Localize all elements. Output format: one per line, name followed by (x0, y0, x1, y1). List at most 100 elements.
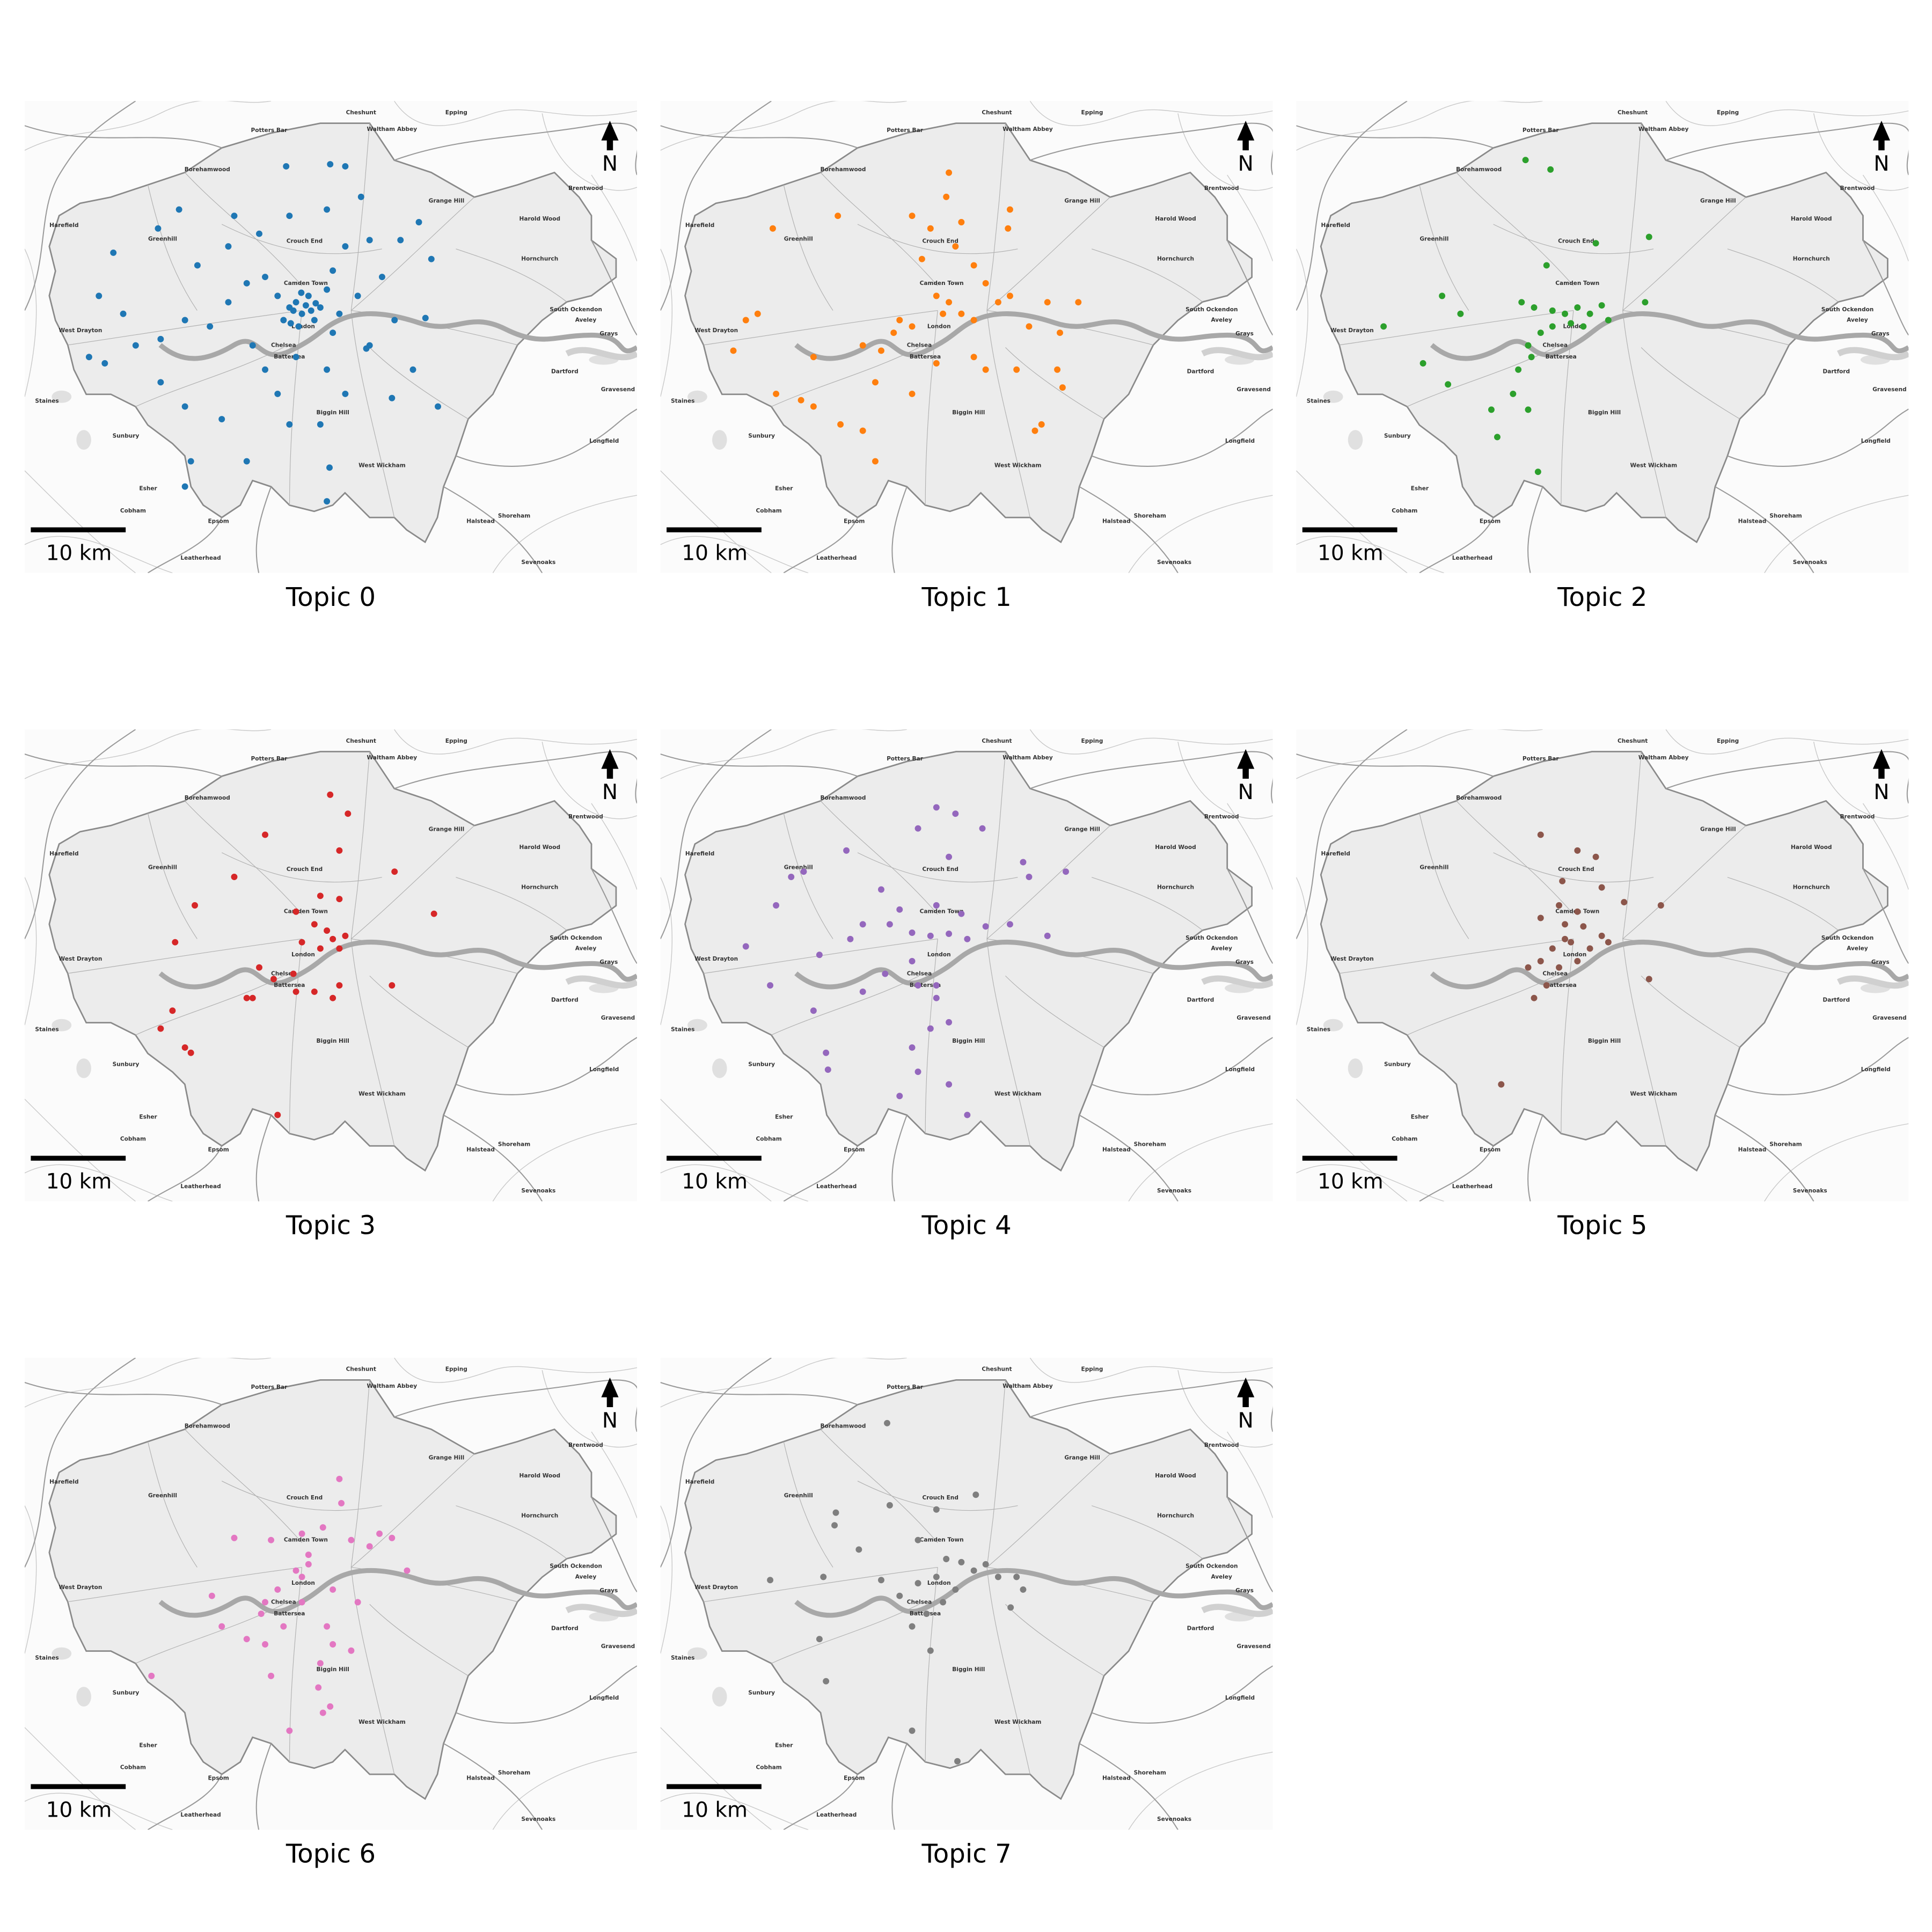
place-label: Biggin Hill (952, 1038, 985, 1044)
point (946, 1081, 953, 1088)
point (243, 280, 250, 287)
point (218, 416, 225, 423)
point (1026, 874, 1033, 880)
point (292, 988, 299, 995)
place-label: Harefield (685, 1479, 714, 1485)
point (946, 169, 953, 176)
place-label: Epping (1717, 109, 1739, 116)
point (837, 421, 844, 428)
point (859, 921, 866, 928)
basemap (661, 100, 1275, 573)
north-arrow (601, 121, 619, 151)
point (872, 379, 879, 386)
place-label: Biggin Hill (1588, 1038, 1621, 1044)
point (270, 976, 277, 983)
place-label: Cobham (756, 1136, 782, 1143)
place-label: Shoreham (498, 1769, 530, 1776)
place-label: Grange Hill (429, 1455, 465, 1461)
north-arrow (1872, 121, 1890, 151)
place-label: Epping (1081, 109, 1103, 116)
point (890, 330, 897, 336)
point (311, 921, 318, 928)
place-label: Waltham Abbey (367, 755, 418, 761)
point (1574, 304, 1581, 311)
point (1580, 923, 1587, 930)
point (914, 825, 921, 832)
place-label: Harefield (1321, 222, 1350, 229)
place-label: Dartford (551, 369, 579, 375)
point (157, 379, 164, 386)
place-label: Chelsea (907, 1599, 932, 1605)
point (964, 1111, 971, 1118)
point (157, 1025, 164, 1032)
north-label: N (602, 1409, 618, 1433)
place-label: Grange Hill (1064, 826, 1100, 833)
place-label: Cheshunt (982, 109, 1012, 116)
point (305, 292, 312, 299)
point (428, 255, 435, 262)
point (773, 902, 780, 909)
place-label: West Wickham (358, 1719, 406, 1725)
panel-title: Topic 5 (1557, 1211, 1647, 1241)
point (954, 1758, 961, 1765)
place-label: Sunbury (113, 433, 140, 439)
point (933, 982, 940, 989)
map-area: Cheshunt Epping Potters Bar Waltham Abbey Bo… (25, 100, 639, 573)
point (110, 249, 117, 256)
point (280, 1623, 287, 1630)
point (1537, 958, 1544, 964)
point (1075, 299, 1082, 306)
point (1531, 304, 1538, 311)
place-label: Waltham Abbey (1002, 126, 1053, 133)
place-label: West Wickham (994, 1719, 1042, 1725)
place-label: Aveley (1847, 317, 1868, 324)
place-label: Dartford (1187, 1626, 1214, 1632)
place-label: Waltham Abbey (1002, 1383, 1053, 1389)
place-label: Longfield (1861, 438, 1891, 444)
scale-label: 10 km (1318, 541, 1384, 566)
point (389, 1534, 396, 1541)
point (298, 1574, 305, 1580)
point (1562, 310, 1569, 317)
place-label: Borehamwood (1456, 166, 1502, 173)
point (927, 225, 934, 232)
point (896, 906, 903, 913)
point (366, 237, 373, 244)
place-label: Grays (1235, 1587, 1254, 1594)
point (800, 868, 807, 875)
point (1645, 233, 1652, 240)
place-label: Waltham Abbey (1002, 755, 1053, 761)
place-label: Epsom (208, 518, 229, 524)
point (363, 345, 370, 352)
point (348, 1647, 355, 1654)
place-label: Cobham (756, 508, 782, 514)
place-label: Battersea (274, 1611, 305, 1617)
point (181, 483, 188, 490)
point (243, 1636, 250, 1643)
map-area: Cheshunt Epping Potters Bar Waltham Abbey Bo… (1296, 728, 1910, 1201)
place-label: West Wickham (994, 462, 1042, 469)
place-label: Potters Bar (1523, 127, 1560, 134)
point (155, 225, 162, 232)
point (298, 310, 305, 317)
point (1005, 225, 1012, 232)
point (101, 360, 108, 367)
place-label: Potters Bar (251, 1384, 288, 1391)
point (909, 958, 916, 964)
point (327, 791, 334, 798)
point (357, 193, 364, 200)
place-label: Crouch End (1558, 866, 1594, 873)
point (389, 982, 396, 989)
place-label: Harefield (49, 222, 78, 229)
point (1518, 299, 1525, 306)
point (389, 394, 396, 401)
place-label: Brentwood (1204, 1442, 1239, 1448)
point (946, 1019, 953, 1026)
map-area: Cheshunt Epping Potters Bar Waltham Abbey Bo… (661, 1357, 1275, 1829)
place-label: Crouch End (922, 1495, 958, 1501)
place-label: Leatherhead (1452, 1183, 1492, 1190)
place-label: West Drayton (59, 1584, 103, 1591)
place-label: South Ockendon (550, 935, 602, 941)
place-label: Gravesend (601, 386, 635, 393)
place-label: South Ockendon (1821, 935, 1874, 941)
